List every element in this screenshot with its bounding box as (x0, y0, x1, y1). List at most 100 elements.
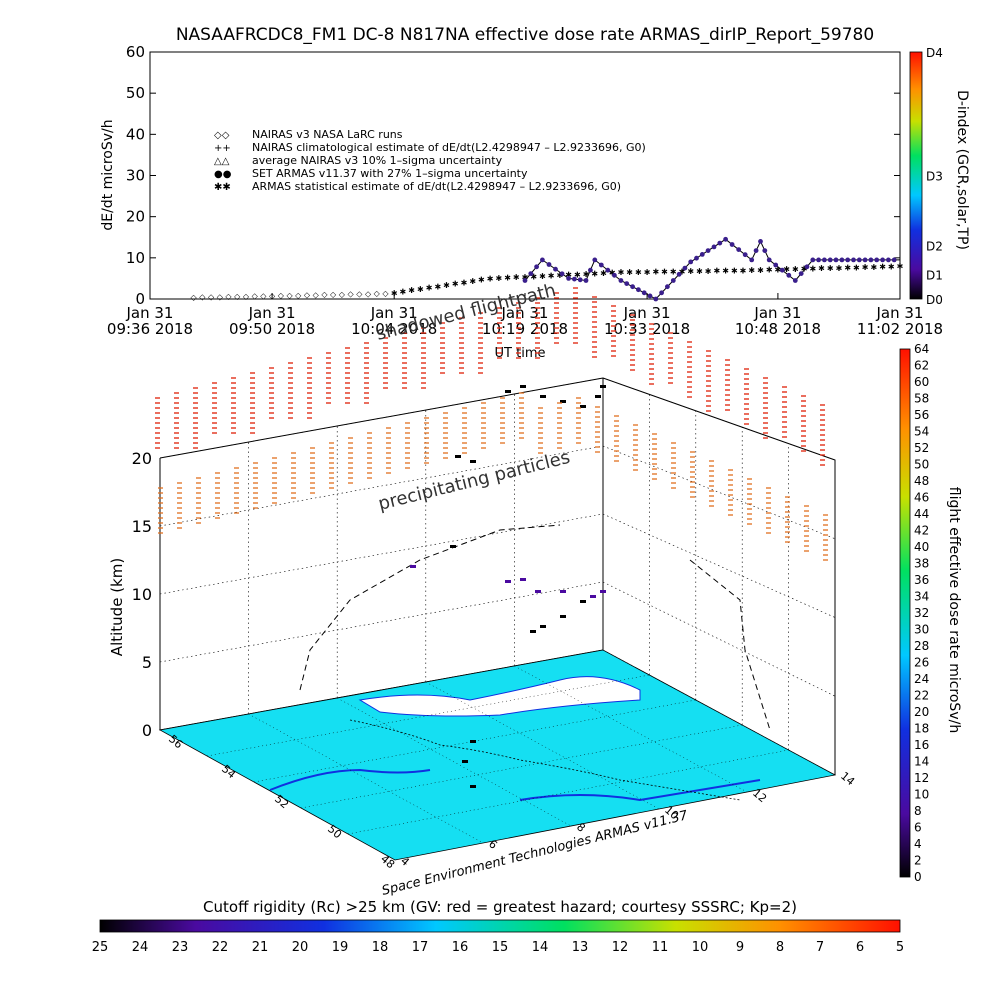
altitude-gridline-right (602, 445, 836, 540)
flight-dose-point (600, 590, 606, 593)
nairas-point: ✱ (434, 282, 441, 291)
x-tick-label-date: Jan 31 (623, 304, 671, 322)
armas-point (694, 255, 699, 261)
altitude-gridline (159, 445, 604, 527)
flight-dose-point (520, 385, 526, 388)
annotation-precipitating-particles: precipitating particles (376, 447, 572, 515)
flight-dose-point (530, 630, 536, 633)
legend-entry: NAIRAS climatological estimate of dE/dt(… (252, 141, 646, 154)
dose-colorbar-tick-label: 26 (914, 656, 929, 670)
cutoff-tick-label: 17 (412, 940, 429, 955)
flight-dose-point (540, 625, 546, 628)
cutoff-tick-label: 10 (692, 940, 709, 955)
armas-point (792, 278, 798, 283)
nairas-point: ✱ (714, 267, 721, 276)
nairas-point: ◇ (199, 293, 206, 302)
dose-colorbar-tick-label: 28 (914, 639, 929, 653)
armas-point (641, 290, 647, 296)
x-tick-label-time: 10:04 2018 (351, 320, 437, 338)
armas-point (624, 281, 630, 286)
y-tick-label: 20 (126, 208, 145, 226)
altitude-gridline (159, 513, 604, 595)
altitude-ticks: 0 5 10 15 20 (132, 449, 152, 740)
armas-point (522, 278, 528, 283)
dose-series: ◇ ◇ ◇ ◇ ◇ ◇ ◇ ◇ ◇ ◇ ◇ ◇ ◇ ◇ ◇ ◇ ◇ ◇ ◇ ◇ ◇ ◇ ◇ ✱ ✱ ✱ ✱ ✱ ✱ ✱ ✱ ✱ ✱ ✱ ✱ ✱ ✱ ✱ ✱ ✱… (191, 236, 904, 302)
d-index-label: D-index (GCR,solar,TP) (954, 90, 970, 250)
armas-point (705, 248, 711, 254)
cutoff-tick-label: 22 (212, 940, 229, 955)
flight-dose-point (470, 785, 476, 788)
armas-point (583, 278, 589, 283)
armas-point (862, 257, 868, 263)
nairas-point: ✱ (513, 273, 520, 282)
dose-colorbar-tick-label: 48 (914, 474, 929, 488)
nairas-point: ✱ (391, 289, 398, 298)
nairas-point: ✱ (504, 274, 511, 283)
armas-point (729, 242, 735, 247)
d-index-tick-label: D3 (926, 170, 943, 184)
d-index-colorbar (909, 51, 923, 300)
nairas-point: ✱ (417, 285, 424, 294)
dose-colorbar (899, 348, 911, 878)
nairas-point: ✱ (426, 284, 433, 293)
nairas-point: ✱ (565, 271, 572, 280)
armas-point (540, 257, 545, 263)
dose-colorbar-tick-label: 40 (914, 540, 929, 554)
nairas-point: ◇ (365, 289, 372, 298)
nairas-point: ✱ (600, 269, 607, 278)
nairas-point: ◇ (191, 293, 198, 302)
armas-point (868, 257, 874, 263)
dose-colorbar-label: flight effective dose rate microSv/h (946, 487, 962, 733)
armas-point (779, 267, 785, 273)
flight-dose-point (560, 590, 566, 593)
shadowed-flightpath-right (689, 559, 771, 731)
nairas-point: ✱ (443, 281, 450, 290)
dose-colorbar-tick-label: 8 (914, 804, 922, 818)
cutoff-bar-title: Cutoff rigidity (Rc) >25 km (GV: red = g… (203, 898, 797, 916)
nairas-point: ◇ (339, 290, 346, 299)
nairas-point: ✱ (844, 264, 851, 273)
armas-point (670, 278, 676, 283)
coastline-1 (269, 768, 431, 791)
cutoff-tick-label: 13 (572, 940, 589, 955)
armas-point (528, 271, 534, 276)
nairas-point: ◇ (243, 292, 250, 301)
flight-dose-point (410, 565, 416, 568)
dose-colorbar-tick-label: 54 (914, 425, 929, 439)
longitude-tick-label: 14 (838, 769, 857, 788)
armas-point (786, 272, 792, 278)
nairas-point: ✱ (548, 272, 555, 281)
armas-point (605, 267, 611, 273)
nairas-point: ✱ (731, 266, 738, 275)
d-index-tick-label: D4 (926, 46, 943, 60)
cutoff-tick-label: 23 (172, 940, 189, 955)
legend-symbol: ●● (214, 169, 232, 180)
flight-dose-point (595, 395, 601, 398)
x-tick-label-date: Jan 31 (876, 304, 924, 322)
figure-title: NASAAFRCDC8_FM1 DC-8 N817NA effective do… (176, 25, 874, 45)
nairas-point: ✱ (836, 264, 843, 273)
dose-colorbar-tick-label: 38 (914, 557, 929, 571)
d-index-tick-label: D2 (926, 239, 943, 253)
altitude-tick-label: 0 (142, 721, 152, 740)
nairas-point: ✱ (687, 267, 694, 276)
cutoff-tick-label: 16 (452, 940, 469, 955)
armas-point (592, 257, 598, 263)
nairas-point: ✱ (652, 268, 659, 277)
d-index-ticks: D0 D1 D2 D3 D4 (926, 46, 943, 307)
nairas-point: ◇ (286, 291, 293, 300)
x-tick-label-time: 11:02 2018 (857, 320, 943, 338)
nairas-point: ✱ (748, 266, 755, 275)
nairas-point: ◇ (321, 290, 328, 299)
dose-colorbar-tick-label: 62 (914, 359, 929, 373)
y-tick-label: 60 (126, 43, 145, 61)
dose-colorbar-tick-label: 32 (914, 606, 929, 620)
y-axis-ticks: 0 10 20 30 40 50 60 (126, 43, 900, 308)
nairas-point: ◇ (252, 292, 259, 301)
armas-point (851, 257, 856, 263)
armas-point (647, 293, 653, 299)
flight-dose-point (470, 740, 476, 743)
armas-point (773, 262, 779, 268)
nairas-point: ✱ (618, 268, 625, 277)
altitude-gridline-right (602, 513, 836, 618)
